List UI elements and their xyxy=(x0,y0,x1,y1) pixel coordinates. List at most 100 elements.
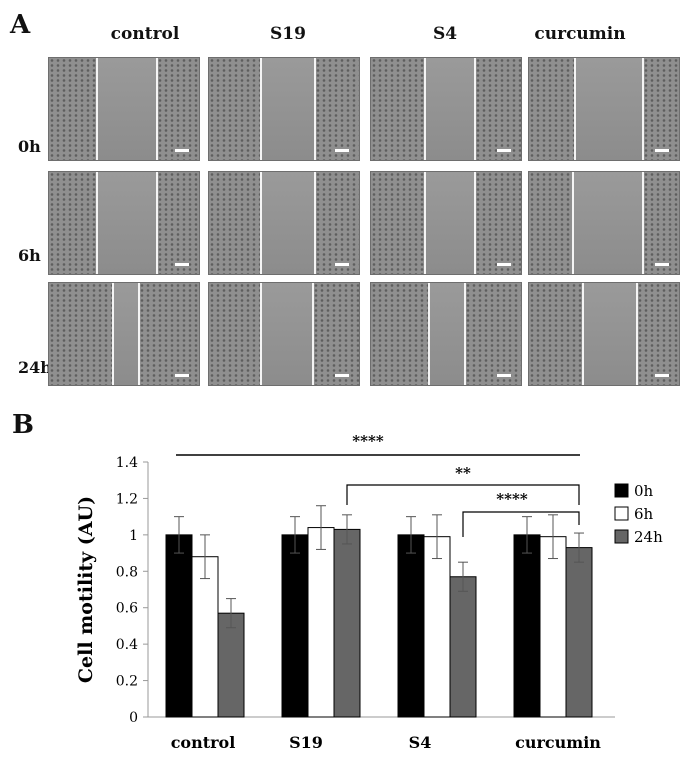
micrograph-tile xyxy=(48,57,200,161)
wound-gap xyxy=(261,58,315,160)
wound-gap xyxy=(425,172,475,274)
wound-gap xyxy=(425,58,475,160)
bar-24h-S4 xyxy=(449,576,477,718)
cell-layer-right xyxy=(475,58,521,160)
panel-a-label: A xyxy=(10,10,31,40)
x-tick-label: S19 xyxy=(289,733,323,752)
legend-label: 6h xyxy=(634,505,654,523)
scale-bar xyxy=(335,149,349,152)
x-tick-label: S4 xyxy=(409,733,432,752)
micrograph-tile xyxy=(370,171,522,275)
wound-edge-line xyxy=(138,283,140,385)
cell-layer-right xyxy=(465,283,521,385)
wound-edge-line xyxy=(96,58,98,160)
scale-bar xyxy=(335,263,349,266)
bar-6h-S4 xyxy=(423,536,451,718)
cell-layer-left xyxy=(49,283,113,385)
y-tick-label: 1.4 xyxy=(116,455,138,471)
cell-layer-left xyxy=(49,172,97,274)
cell-layer-right xyxy=(637,283,679,385)
cell-layer-left xyxy=(209,58,261,160)
wound-edge-line xyxy=(314,58,316,160)
wound-gap xyxy=(261,283,313,385)
wound-edge-line xyxy=(428,283,430,385)
micrograph-tile xyxy=(528,57,680,161)
cell-layer-right xyxy=(475,172,521,274)
scale-bar xyxy=(175,263,189,266)
wound-gap xyxy=(583,283,637,385)
column-header-s19: S19 xyxy=(270,24,306,44)
scale-bar xyxy=(497,374,511,377)
cell-layer-right xyxy=(643,172,679,274)
cell-layer-left xyxy=(371,58,425,160)
row-header-0h: 0h xyxy=(18,137,41,156)
bar-0h-S19 xyxy=(281,534,309,718)
cell-layer-left xyxy=(209,283,261,385)
column-header-curcumin: curcumin xyxy=(534,24,626,44)
significance-label: ** xyxy=(455,464,471,482)
wound-gap xyxy=(575,58,643,160)
scale-bar xyxy=(655,149,669,152)
wound-edge-line xyxy=(642,58,644,160)
cell-layer-right xyxy=(157,58,199,160)
micrograph-tile xyxy=(48,171,200,275)
bar-6h-S19 xyxy=(307,527,335,718)
wound-edge-line xyxy=(582,283,584,385)
row-header-24h: 24h xyxy=(18,358,52,377)
y-tick-label: 1 xyxy=(129,528,138,544)
legend-swatch xyxy=(614,483,629,498)
bar-24h-control xyxy=(217,612,245,718)
wound-gap xyxy=(429,283,465,385)
scale-bar xyxy=(655,374,669,377)
cell-layer-right xyxy=(139,283,199,385)
micrograph-tile xyxy=(370,57,522,161)
wound-edge-line xyxy=(112,283,114,385)
bar-24h-S19 xyxy=(333,528,361,718)
wound-edge-line xyxy=(96,172,98,274)
scale-bar xyxy=(335,374,349,377)
y-axis-title: Cell motility (AU) xyxy=(75,496,97,683)
micrograph-tile xyxy=(528,171,680,275)
x-tick-label: curcumin xyxy=(515,733,601,752)
cell-layer-left xyxy=(209,172,261,274)
scale-bar xyxy=(175,374,189,377)
cell-layer-right xyxy=(315,172,359,274)
column-header-control: control xyxy=(110,24,180,44)
cell-layer-left xyxy=(529,283,583,385)
wound-gap xyxy=(261,172,315,274)
cell-layer-left xyxy=(49,58,97,160)
y-tick-label: 0.6 xyxy=(116,601,138,617)
x-tick-label: control xyxy=(171,733,236,752)
cell-layer-right xyxy=(157,172,199,274)
bar-0h-S4 xyxy=(397,534,425,718)
legend-swatch xyxy=(614,506,629,521)
bar-0h-control xyxy=(165,534,193,718)
wound-edge-line xyxy=(260,172,262,274)
scale-bar xyxy=(655,263,669,266)
bar-24h-curcumin xyxy=(565,547,593,718)
wound-edge-line xyxy=(474,58,476,160)
scale-bar xyxy=(497,149,511,152)
wound-edge-line xyxy=(156,58,158,160)
column-header-s4: S4 xyxy=(432,24,458,44)
y-tick-label: 0.2 xyxy=(116,674,138,690)
panel-b-label: B xyxy=(12,410,34,440)
cell-layer-left xyxy=(529,172,573,274)
wound-gap xyxy=(97,172,157,274)
wound-edge-line xyxy=(636,283,638,385)
wound-edge-line xyxy=(312,283,314,385)
wound-edge-line xyxy=(314,172,316,274)
wound-edge-line xyxy=(260,283,262,385)
micrograph-tile xyxy=(208,57,360,161)
wound-edge-line xyxy=(424,172,426,274)
bar-6h-control xyxy=(191,556,219,718)
cell-layer-left xyxy=(371,172,425,274)
wound-edge-line xyxy=(464,283,466,385)
wound-edge-line xyxy=(642,172,644,274)
y-tick-label: 1.2 xyxy=(116,491,138,507)
wound-gap xyxy=(573,172,643,274)
legend-label: 24h xyxy=(634,528,663,546)
wound-edge-line xyxy=(572,172,574,274)
y-tick-label: 0.4 xyxy=(116,637,138,653)
cell-layer-right xyxy=(315,58,359,160)
